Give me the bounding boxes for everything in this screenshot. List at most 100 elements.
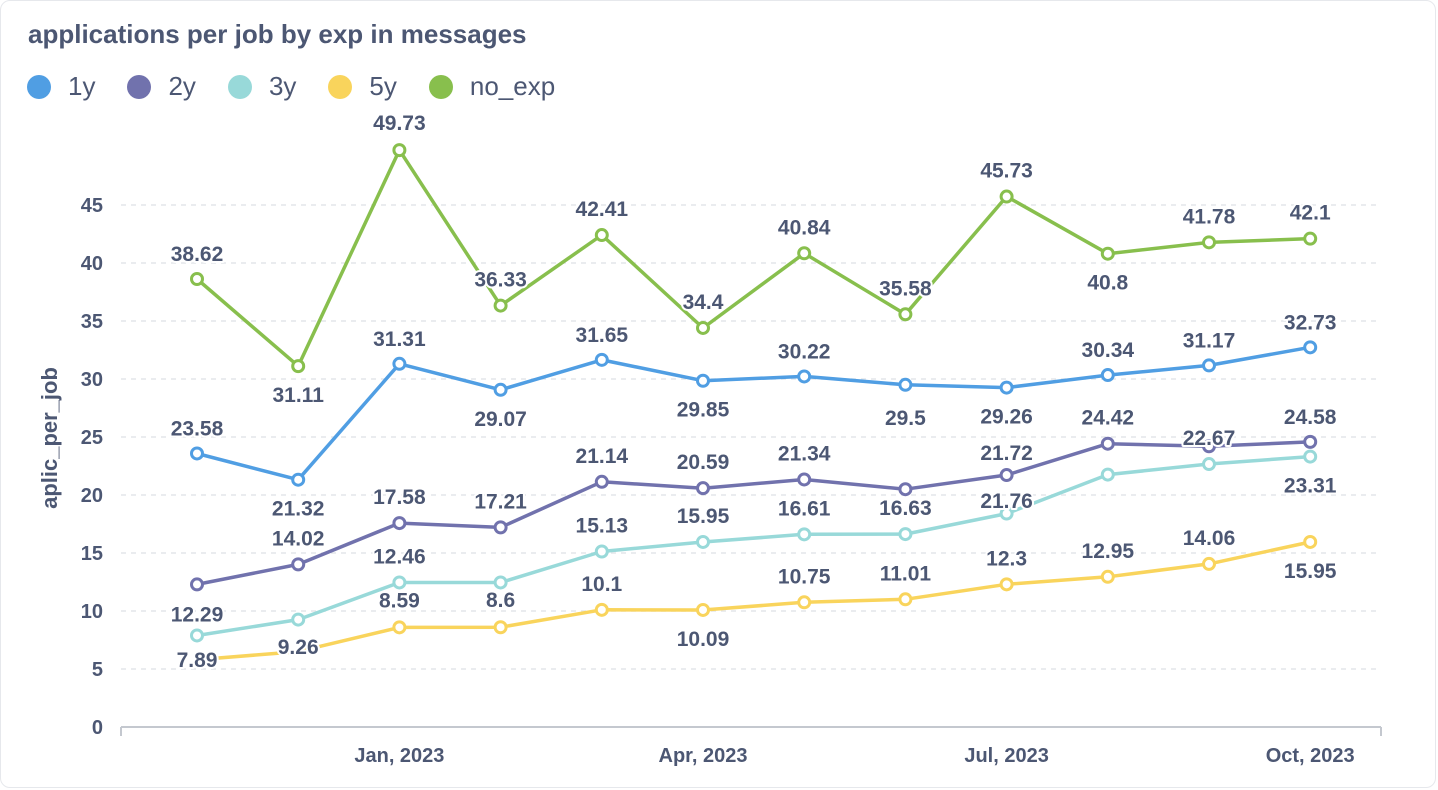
series-points (190, 143, 1318, 643)
data-label-1y-10: 31.17 (1183, 329, 1236, 352)
data-point-3y-11 (1303, 449, 1318, 464)
y-tick-label-30: 30 (81, 369, 103, 391)
data-point-2y-11 (1303, 434, 1318, 449)
data-label-no_exp-9: 40.8 (1087, 272, 1128, 295)
data-label-no_exp-4: 42.41 (576, 198, 629, 221)
data-label-5y-9: 12.95 (1082, 540, 1135, 563)
legend-swatch-2y (127, 74, 152, 99)
x-tick-label-2: Jan, 2023 (354, 745, 444, 767)
y-tick-label-10: 10 (81, 601, 103, 623)
data-point-1y-7 (898, 377, 913, 392)
x-tick-label-8: Jul, 2023 (964, 745, 1049, 767)
legend-item-2y[interactable]: 2y (127, 71, 196, 102)
data-point-5y-4 (594, 602, 609, 617)
data-label-1y-7: 29.5 (885, 407, 926, 430)
data-point-1y-0 (190, 446, 204, 461)
data-label-2y-6: 21.34 (778, 442, 831, 465)
data-point-no_exp-8 (999, 189, 1014, 204)
data-label-3y-11: 23.31 (1284, 475, 1337, 498)
data-point-no_exp-11 (1303, 231, 1318, 246)
x-tick-label-5: Apr, 2023 (659, 745, 748, 767)
y-tick-label-45: 45 (81, 195, 103, 217)
data-point-1y-3 (493, 382, 508, 397)
series-line-2y (195, 440, 1312, 587)
data-point-5y-5 (696, 602, 710, 617)
data-label-no_exp-11: 42.1 (1290, 202, 1331, 225)
data-label-3y-0: 7.89 (177, 649, 218, 672)
legend-label-3y: 3y (268, 71, 297, 101)
data-point-no_exp-9 (1100, 246, 1115, 261)
data-point-5y-9 (1100, 569, 1115, 584)
series-line-3y (195, 454, 1312, 638)
data-point-1y-11 (1303, 340, 1318, 355)
data-point-3y-7 (898, 527, 913, 542)
series-lines (195, 148, 1312, 662)
data-point-5y-6 (797, 595, 812, 610)
data-label-5y-11: 15.95 (1284, 560, 1337, 583)
legend-item-5y[interactable]: 5y (328, 71, 397, 102)
data-point-5y-3 (493, 620, 508, 635)
data-label-3y-1: 9.26 (278, 636, 319, 659)
legend-item-1y[interactable]: 1y (27, 71, 95, 102)
data-label-3y-2: 12.46 (373, 545, 426, 568)
data-point-no_exp-5 (696, 320, 710, 335)
data-point-2y-1 (291, 557, 306, 572)
data-label-2y-1: 14.02 (272, 527, 325, 550)
data-label-1y-1: 21.32 (272, 498, 325, 521)
chart-title[interactable]: applications per job by exp in messages (28, 19, 527, 49)
data-label-5y-3: 8.6 (486, 589, 515, 612)
data-point-1y-2 (392, 356, 407, 371)
data-point-3y-4 (594, 544, 609, 559)
data-point-2y-10 (1202, 439, 1216, 454)
data-label-5y-4: 10.1 (581, 573, 622, 596)
legend-item-3y[interactable]: 3y (227, 71, 297, 102)
data-label-2y-5: 20.59 (677, 451, 730, 474)
data-point-2y-2 (392, 516, 407, 531)
data-label-no_exp-2: 49.73 (373, 112, 426, 135)
data-label-2y-3: 17.21 (474, 490, 527, 513)
legend-label-2y: 2y (168, 71, 196, 101)
data-point-1y-5 (696, 373, 710, 388)
data-label-no_exp-3: 36.33 (474, 269, 527, 292)
data-point-no_exp-2 (392, 143, 407, 158)
data-point-2y-3 (493, 520, 508, 535)
data-point-1y-9 (1100, 368, 1115, 383)
data-label-no_exp-8: 45.73 (980, 160, 1033, 183)
series-line-5y (195, 540, 1312, 662)
data-point-3y-8 (999, 506, 1014, 521)
data-point-no_exp-3 (493, 298, 508, 313)
legend-label-1y: 1y (68, 71, 96, 101)
data-label-1y-5: 29.85 (677, 399, 730, 422)
data-label-3y-10: 22.67 (1183, 427, 1236, 450)
data-point-3y-1 (291, 612, 306, 627)
legend-item-no-exp[interactable]: no_exp (428, 71, 556, 102)
data-label-1y-3: 29.07 (474, 408, 527, 431)
data-point-3y-6 (797, 527, 812, 542)
data-label-1y-0: 23.58 (171, 417, 224, 440)
data-point-2y-8 (999, 468, 1014, 483)
data-point-3y-0 (190, 628, 204, 643)
data-point-2y-5 (696, 481, 710, 496)
data-point-1y-1 (291, 472, 306, 487)
data-label-5y-6: 10.75 (778, 565, 831, 588)
legend-label-5y: 5y (369, 71, 397, 101)
legend-label-no-exp: no_exp (469, 71, 556, 101)
y-axis-title: aplic_per_job (37, 367, 62, 509)
data-point-5y-2 (392, 620, 407, 635)
data-label-3y-6: 16.61 (778, 497, 831, 520)
data-label-3y-9: 21.76 (980, 490, 1033, 513)
data-label-2y-2: 17.58 (373, 486, 426, 509)
data-label-5y-5: 10.09 (677, 628, 730, 651)
data-label-1y-8: 29.26 (980, 406, 1033, 429)
data-label-no_exp-5: 34.4 (683, 291, 724, 314)
data-point-2y-9 (1100, 436, 1115, 451)
data-label-1y-4: 31.65 (576, 324, 629, 347)
data-point-2y-0 (190, 577, 204, 592)
data-label-1y-9: 30.34 (1082, 339, 1135, 362)
data-label-3y-4: 15.13 (576, 514, 629, 537)
data-point-5y-10 (1202, 556, 1216, 571)
y-tick-label-5: 5 (92, 659, 103, 681)
data-point-3y-2 (392, 575, 407, 590)
data-label-no_exp-1: 31.11 (272, 384, 324, 407)
